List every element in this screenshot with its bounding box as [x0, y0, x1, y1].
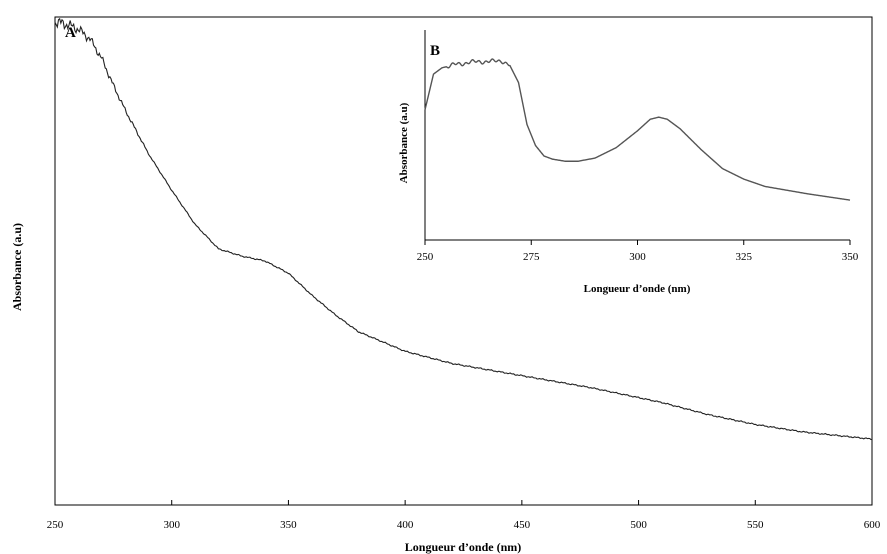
main-x-tick-label: 250 — [47, 519, 64, 531]
main-x-tick-label: 300 — [163, 519, 180, 531]
inset-x-tick-label: 350 — [842, 251, 859, 263]
inset-x-tick-label: 275 — [523, 251, 540, 263]
inset-x-tick-label: 325 — [736, 251, 753, 263]
main-x-tick-label: 400 — [397, 519, 414, 531]
panel-label-a: A — [65, 25, 76, 41]
main-x-axis-label: Longueur d’onde (nm) — [405, 540, 521, 554]
inset-x-tick-labels: 250 275 300 325 350 — [417, 251, 859, 263]
main-x-tick-label: 500 — [630, 519, 647, 531]
inset-x-tick-label: 300 — [629, 251, 646, 263]
inset-y-axis-label: Absorbance (a.u) — [398, 102, 410, 183]
main-x-ticks — [54, 500, 873, 505]
main-series-line — [54, 17, 873, 441]
panel-label-b: B — [430, 43, 440, 59]
inset-series-line — [424, 58, 851, 201]
main-x-tick-label: 350 — [280, 519, 297, 531]
main-x-tick-label: 600 — [864, 519, 881, 531]
main-y-axis-label: Absorbance (a.u) — [10, 223, 24, 311]
inset-x-tick-label: 250 — [417, 251, 434, 263]
main-x-tick-labels: 250 300 350 400 450 500 550 600 — [47, 519, 881, 531]
inset-background — [425, 30, 850, 240]
main-x-tick-label: 450 — [514, 519, 531, 531]
inset-x-ticks — [424, 240, 851, 245]
inset-x-axis-label: Longueur d’onde (nm) — [584, 283, 691, 295]
main-plot-frame — [54, 16, 873, 506]
main-x-tick-label: 550 — [747, 519, 764, 531]
